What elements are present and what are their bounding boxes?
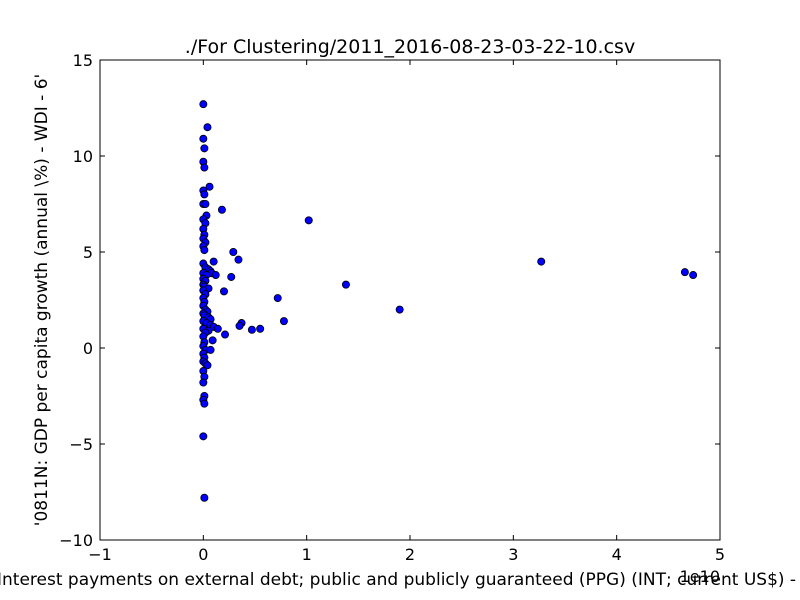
x-tick-label: 2 — [405, 545, 415, 564]
scatter-point — [199, 378, 208, 387]
y-tick-label: 10 — [73, 147, 93, 166]
scatter-point — [200, 399, 209, 408]
x-tick-label: 1 — [302, 545, 312, 564]
scatter-point — [199, 100, 208, 109]
scatter-point — [341, 280, 350, 289]
x-tick-label: −1 — [88, 545, 112, 564]
scatter-point — [199, 432, 208, 441]
scatter-point — [200, 190, 209, 199]
scatter-point — [209, 257, 218, 266]
y-axis-label: '0811N: GDP per capita growth (annual \%… — [32, 74, 52, 526]
scatter-point — [208, 336, 217, 345]
scatter-point — [689, 271, 698, 280]
y-tick-label: 5 — [83, 243, 93, 262]
scatter-point — [217, 205, 226, 214]
scatter-point — [247, 325, 256, 334]
x-tick-label: 3 — [508, 545, 518, 564]
scatter-point — [213, 324, 222, 333]
scatter-point — [279, 317, 288, 326]
scatter-point — [229, 247, 238, 256]
x-axis-offset-text: 1e10 — [680, 567, 720, 586]
x-tick-label: 4 — [612, 545, 622, 564]
x-axis-label: Interest payments on external debt; publ… — [0, 570, 800, 590]
chart-title: ./For Clustering/2011_2016-08-23-03-22-1… — [185, 36, 635, 58]
y-tick-label: −10 — [59, 531, 93, 550]
scatter-point — [227, 272, 236, 281]
scatter-point — [199, 134, 208, 143]
scatter-point — [200, 246, 209, 255]
x-tick-label: 0 — [198, 545, 208, 564]
scatter-point — [201, 199, 210, 208]
x-tick-label: 5 — [715, 545, 725, 564]
y-tick-label: −5 — [69, 435, 93, 454]
scatter-point — [206, 345, 215, 354]
points-layer — [199, 100, 698, 502]
scatter-point — [205, 182, 214, 191]
scatter-point — [211, 271, 220, 280]
scatter-point — [203, 361, 212, 370]
scatter-point — [219, 287, 228, 296]
scatter-point — [304, 216, 313, 225]
y-tick-label: 0 — [83, 339, 93, 358]
scatter-point — [234, 255, 243, 264]
scatter-point — [200, 163, 209, 172]
scatter-point — [537, 257, 546, 266]
y-tick-label: 15 — [73, 51, 93, 70]
scatter-point — [395, 305, 404, 314]
scatter-point — [200, 144, 209, 153]
scatter-point — [235, 321, 244, 330]
scatter-point — [203, 123, 212, 132]
scatter-point — [200, 493, 209, 502]
scatter-point — [273, 294, 282, 303]
scatter-point — [221, 330, 230, 339]
scatter-point — [680, 268, 689, 277]
scatter-point — [256, 324, 265, 333]
